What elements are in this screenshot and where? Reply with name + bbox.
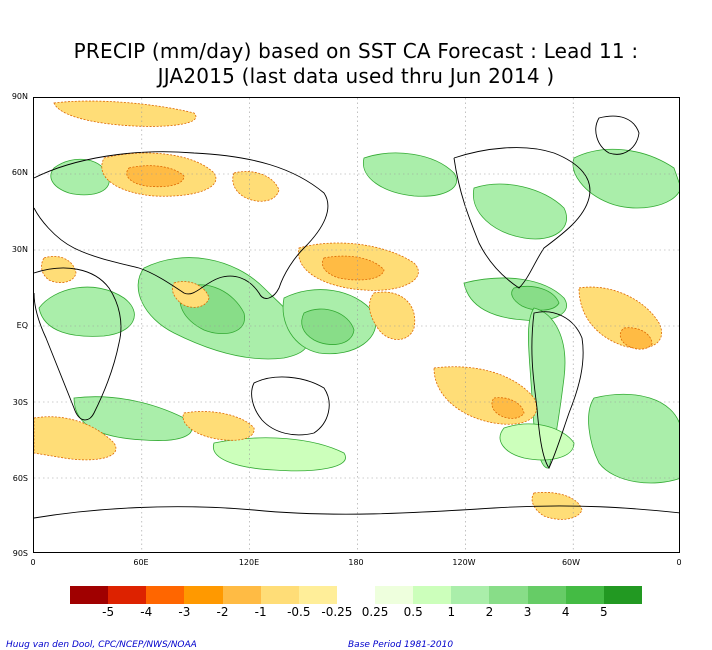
coastline-north-america: [453, 147, 591, 289]
anomaly-blob: [53, 100, 197, 127]
colorbar-swatch: [222, 586, 262, 604]
colorbar-label: -0.5: [287, 605, 311, 619]
colorbar-swatch: [184, 586, 224, 604]
colorbar-label: 0.25: [361, 605, 389, 619]
anomaly-blob: [499, 423, 575, 461]
credit-text: Huug van den Dool, CPC/NCEP/NWS/NOAA: [6, 640, 197, 650]
anomaly-blob: [126, 165, 185, 188]
lat-label: 90S: [12, 549, 28, 558]
coastline-africa: [34, 267, 122, 421]
anomaly-blob: [619, 327, 653, 350]
colorbar: [70, 586, 643, 604]
colorbar-swatch: [527, 586, 567, 604]
coastline-antarctica: [34, 505, 679, 519]
coastline-australia: [251, 376, 330, 436]
anomaly-blob: [232, 171, 280, 202]
continent-outlines: [34, 115, 679, 519]
colorbar-label: 5: [600, 605, 608, 619]
anomaly-blob: [572, 148, 679, 209]
colorbar-swatch: [375, 586, 414, 604]
lon-label: 0: [30, 558, 36, 567]
positive-anomaly-areas: [38, 148, 679, 484]
anomaly-blob: [41, 256, 77, 284]
colorbar-label: 0.5: [403, 605, 423, 619]
anomaly-blob: [491, 397, 525, 419]
lat-label: 30N: [11, 245, 28, 254]
anomaly-blob: [369, 291, 416, 340]
colorbar-label: -4: [140, 605, 153, 619]
map-title-line1: PRECIP (mm/day) based on SST CA Forecast…: [73, 39, 639, 63]
lon-label: 60E: [133, 558, 149, 567]
colorbar-swatch: [260, 586, 300, 604]
colorbar-swatch: [336, 586, 376, 604]
colorbar-label: -5: [102, 605, 115, 619]
lat-label: 60S: [12, 474, 28, 483]
colorbar-label: 3: [523, 605, 532, 619]
colorbar-swatch: [108, 586, 147, 604]
colorbar-swatch: [413, 586, 452, 604]
map-title-line2: JJA2015 (last data used thru Jun 2014 ): [157, 64, 555, 88]
colorbar-swatch: [565, 586, 605, 604]
precip-anomaly-map: [33, 97, 680, 553]
lon-label: 120E: [238, 558, 260, 567]
lat-label: 60N: [11, 168, 28, 177]
coastline-eurasia: [34, 151, 329, 299]
lat-label: 90N: [11, 92, 28, 101]
anomaly-blob: [363, 152, 457, 197]
colorbar-label: -3: [178, 605, 191, 619]
anomaly-blob: [472, 183, 567, 240]
colorbar-label: 1: [447, 605, 456, 619]
colorbar-swatch: [146, 586, 185, 604]
colorbar-label: 2: [485, 605, 494, 619]
coastline-greenland: [595, 115, 640, 155]
anomaly-blob: [212, 437, 346, 472]
lat-label: EQ: [16, 321, 28, 330]
colorbar-swatch: [70, 586, 109, 604]
lon-label: 120W: [452, 558, 476, 567]
colorbar-swatch: [603, 586, 643, 604]
lon-label: 0: [676, 558, 682, 567]
colorbar-swatch: [489, 586, 529, 604]
lat-label: 30S: [12, 398, 28, 407]
lon-label: 60W: [561, 558, 581, 567]
colorbar-swatch: [451, 586, 490, 604]
colorbar-swatch: [298, 586, 338, 604]
colorbar-label: -1: [254, 605, 267, 619]
coastline-south-america: [531, 311, 584, 469]
map-canvas: [34, 98, 679, 552]
anomaly-blob: [172, 281, 210, 308]
anomaly-blob: [50, 159, 110, 196]
anomaly-blob: [38, 286, 135, 337]
anomaly-blob: [182, 411, 255, 441]
anomaly-blob: [301, 308, 355, 345]
colorbar-label: 4: [561, 605, 570, 619]
base-period-text: Base Period 1981-2010: [348, 640, 454, 650]
colorbar-label: -2: [216, 605, 229, 619]
colorbar-label: -0.25: [321, 605, 353, 619]
anomaly-blob: [322, 255, 385, 281]
anomaly-blob: [511, 286, 560, 311]
anomaly-blob: [588, 393, 679, 484]
negative-anomaly-areas: [34, 100, 662, 520]
anomaly-blob: [34, 416, 117, 461]
lon-label: 180: [348, 558, 364, 567]
